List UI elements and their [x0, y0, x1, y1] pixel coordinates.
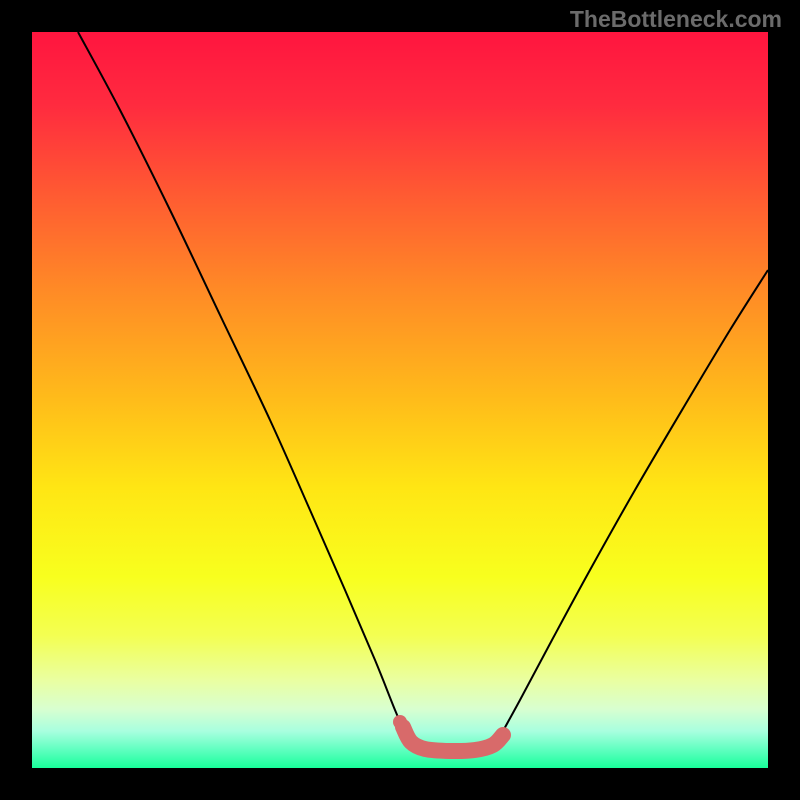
right-curve — [498, 270, 768, 740]
left-curve — [78, 32, 408, 740]
curve-layer — [0, 0, 800, 800]
bottom-link — [403, 727, 503, 751]
bottom-link-start-dot — [393, 715, 407, 729]
